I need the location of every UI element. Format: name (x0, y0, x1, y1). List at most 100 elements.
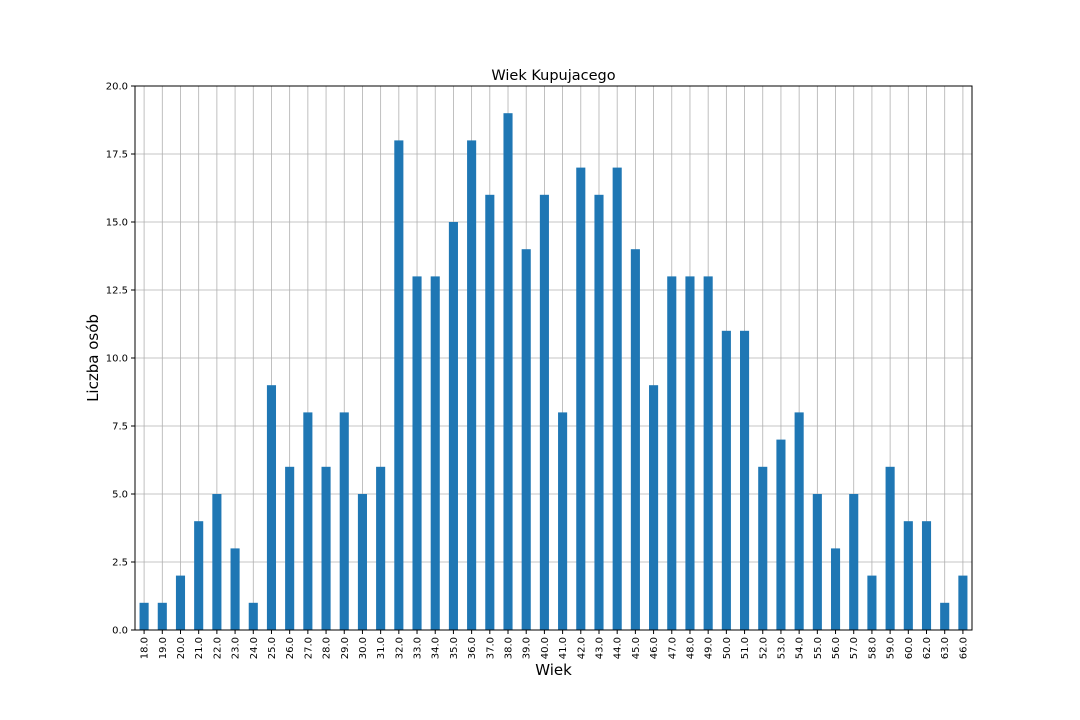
x-tick-label: 46.0 (649, 637, 660, 659)
y-tick-label: 0.0 (112, 626, 128, 637)
bar (539, 194, 549, 631)
bar (285, 466, 295, 630)
y-tick-label: 20.0 (106, 82, 128, 93)
x-tick-label: 59.0 (886, 637, 897, 659)
x-tick-label: 49.0 (704, 637, 715, 659)
x-tick-label: 26.0 (285, 637, 296, 659)
x-tick-label: 35.0 (449, 637, 460, 659)
x-tick-label: 25.0 (267, 637, 278, 659)
y-tick-label: 10.0 (106, 354, 128, 365)
x-tick-label: 34.0 (431, 637, 442, 659)
x-tick-label: 29.0 (340, 637, 351, 659)
bar (940, 602, 950, 630)
x-tick-label: 39.0 (522, 637, 533, 659)
x-tick-label: 31.0 (376, 637, 387, 659)
x-tick-label: 60.0 (904, 637, 915, 659)
bar (903, 521, 913, 630)
bar (467, 140, 477, 630)
bar (849, 494, 859, 630)
bar (230, 548, 240, 630)
x-tick-label: 40.0 (540, 637, 551, 659)
x-tick-label: 42.0 (576, 637, 587, 659)
bar (266, 385, 277, 630)
x-tick-label: 50.0 (722, 637, 733, 659)
bar (339, 412, 349, 630)
y-tick-label: 5.0 (112, 490, 128, 501)
x-tick-label: 23.0 (231, 637, 242, 659)
bar (448, 222, 458, 630)
x-tick-label: 54.0 (795, 637, 806, 659)
y-tick-label: 2.5 (112, 558, 128, 569)
bar (412, 276, 422, 630)
x-tick-label: 43.0 (594, 637, 605, 659)
bar (321, 466, 331, 630)
bar (612, 167, 622, 630)
bar (194, 521, 204, 630)
y-tick-label: 12.5 (106, 286, 128, 297)
x-tick-label: 21.0 (194, 637, 205, 659)
bars-group (139, 113, 968, 631)
x-tick-label: 52.0 (758, 637, 769, 659)
chart-title: Wiek Kupujacego (491, 68, 615, 84)
bar (430, 276, 440, 630)
bar (812, 494, 822, 630)
x-tick-label: 32.0 (394, 637, 405, 659)
bar (157, 602, 167, 630)
x-tick-label: 18.0 (140, 637, 151, 659)
x-tick-label: 37.0 (485, 637, 496, 659)
y-tick-label: 15.0 (106, 218, 128, 229)
x-tick-label: 28.0 (322, 637, 333, 659)
y-tick-label: 7.5 (112, 422, 128, 433)
x-tick-label: 53.0 (776, 637, 787, 659)
x-tick-label: 63.0 (940, 637, 951, 659)
grid-lines (135, 85, 972, 631)
bar (740, 330, 750, 630)
x-tick-label: 55.0 (813, 637, 824, 659)
bar (521, 249, 531, 630)
bar (175, 575, 186, 630)
bar (558, 412, 568, 630)
x-tick-label: 58.0 (867, 637, 878, 659)
x-tick-label: 51.0 (740, 637, 751, 659)
x-tick-label: 56.0 (831, 637, 842, 659)
x-tick-label: 19.0 (158, 637, 169, 659)
bar (303, 412, 313, 630)
x-tick-label: 30.0 (358, 637, 369, 659)
bar (776, 439, 786, 630)
x-tick-label: 27.0 (303, 637, 314, 659)
bar (139, 602, 149, 630)
x-tick-label: 62.0 (922, 637, 933, 659)
x-tick-label: 41.0 (558, 637, 569, 659)
x-tick-label: 38.0 (504, 637, 515, 659)
bar (630, 249, 640, 630)
bar (921, 521, 932, 630)
bar (885, 466, 895, 630)
bar (667, 276, 677, 630)
x-tick-label: 20.0 (176, 637, 187, 659)
x-tick-label: 45.0 (631, 637, 642, 659)
x-tick-label: 33.0 (413, 637, 424, 659)
bar (721, 330, 731, 630)
bar (248, 602, 258, 630)
bar (758, 466, 768, 630)
bar (594, 194, 604, 631)
x-tick-label: 44.0 (613, 637, 624, 659)
x-tick-label: 48.0 (685, 637, 696, 659)
bar (503, 113, 513, 630)
bar (649, 385, 659, 630)
y-tick-label: 17.5 (106, 150, 128, 161)
y-axis-ticks: 0.0 2.5 5.0 7.5 10.0 12.5 15.0 17.5 20.0 (106, 82, 135, 637)
bar (794, 412, 804, 630)
x-axis-label: Wiek (535, 661, 572, 679)
bar (685, 276, 695, 630)
x-tick-label: 57.0 (849, 637, 860, 659)
x-tick-label: 22.0 (212, 637, 223, 659)
bar (357, 494, 367, 630)
bar (576, 167, 586, 630)
y-axis-label: Liczba osób (84, 314, 102, 402)
bar (958, 575, 968, 630)
bar (867, 575, 877, 630)
bar (703, 276, 713, 630)
x-tick-label: 36.0 (467, 637, 478, 659)
